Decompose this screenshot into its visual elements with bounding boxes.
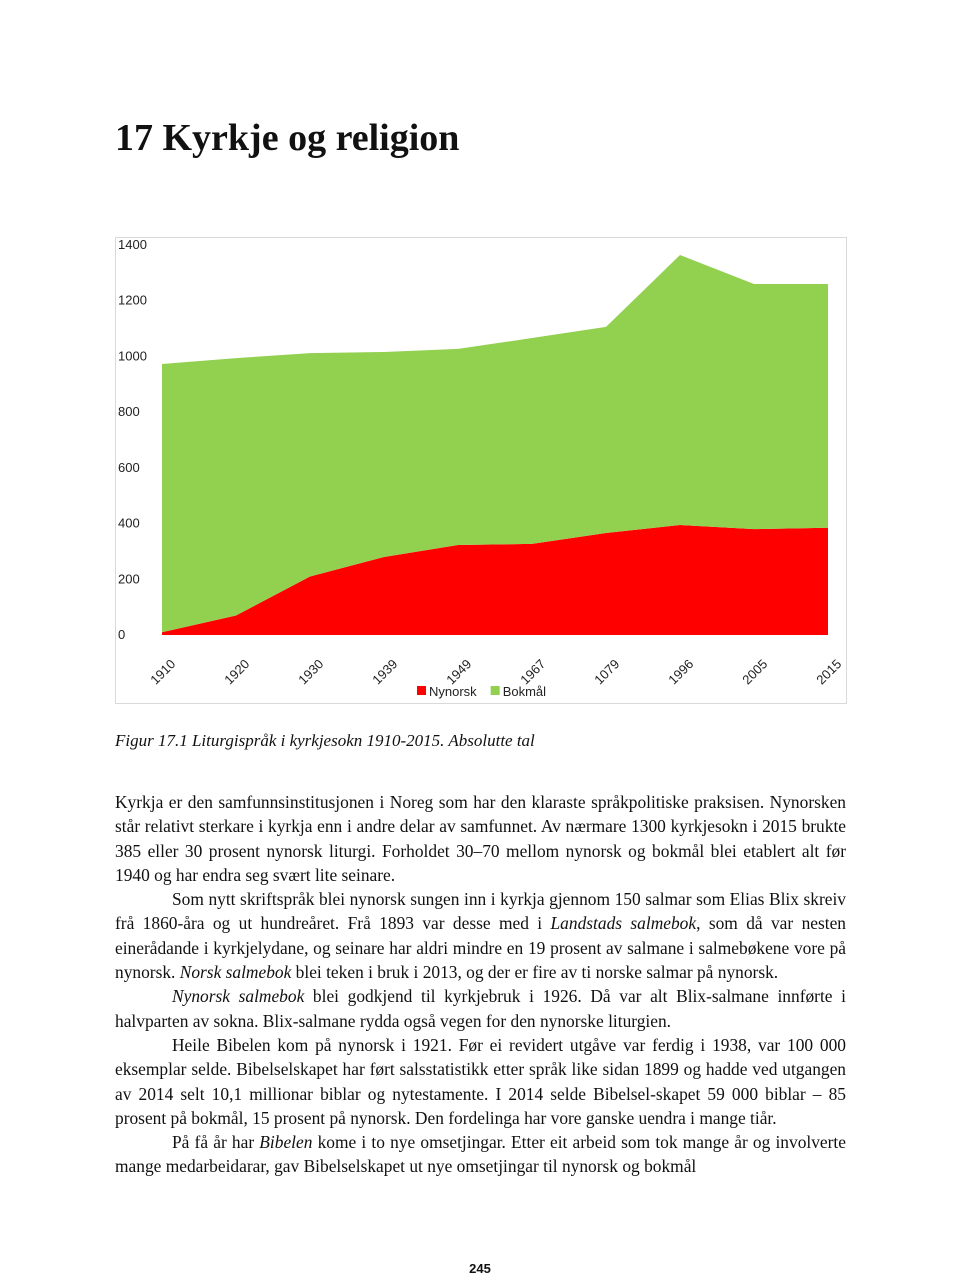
text-run: blei teken i bruk i 2013, og der er fire… [291,962,779,983]
legend-swatch [490,686,500,695]
caption: Figur 17.1 Liturgispråk i kyrkjesokn 191… [115,731,535,750]
text-run: På få år har [172,1132,260,1153]
text-run: Heile Bibelen kom på nynorsk i 1921. Før… [115,1034,846,1128]
y-tick-label: 600 [118,460,140,475]
y-tick-label: 0 [118,627,125,642]
paragraph: Kyrkja er den samfunnsinstitusjonen i No… [115,790,846,887]
text-run: Norsk salmebok [179,962,292,983]
text-run: blei godkjend til kyrkjebruk i 1926. Då … [115,986,846,1031]
body-text: Kyrkja er den samfunnsinstitusjonen i No… [115,790,846,1179]
y-tick-label: 1400 [118,237,147,252]
text-run: Kyrkja er den samfunnsinstitusjonen i No… [115,792,846,885]
y-tick-label: 200 [118,571,140,586]
text-run: , som då var nesten einerådande i kyrkje… [115,913,846,983]
paragraph: Som nytt skriftspråk blei nynorsk sungen… [115,887,846,984]
text-run: Landstads salmebok [550,913,697,934]
y-tick-label: 1000 [118,348,147,363]
legend-label: Nynorsk [429,684,477,699]
text-run: Som nytt skriftspråk blei nynorsk sungen… [115,889,846,934]
text-run: Bibelen [259,1132,313,1153]
text-run: kome i to nye omsetjingar. Etter eit arb… [115,1132,846,1177]
y-tick-label: 400 [118,516,140,531]
page-number: 245 [469,1261,491,1276]
legend-swatch [417,686,426,695]
text-run: Nynorsk salmebok [172,986,305,1007]
legend-label: Bokmål [503,684,546,699]
paragraph: På få år har Bibelen kome i to nye omset… [115,1130,846,1179]
paragraph: Nynorsk salmebok blei godkjend til kyrkj… [115,984,846,1033]
area [162,524,828,635]
heading: 17 Kyrkje og religion [115,117,460,159]
paragraph: Heile Bibelen kom på nynorsk i 1921. Før… [115,1033,846,1130]
y-tick-label: 1200 [118,293,147,308]
area [162,255,828,633]
y-tick-label: 800 [118,404,140,419]
